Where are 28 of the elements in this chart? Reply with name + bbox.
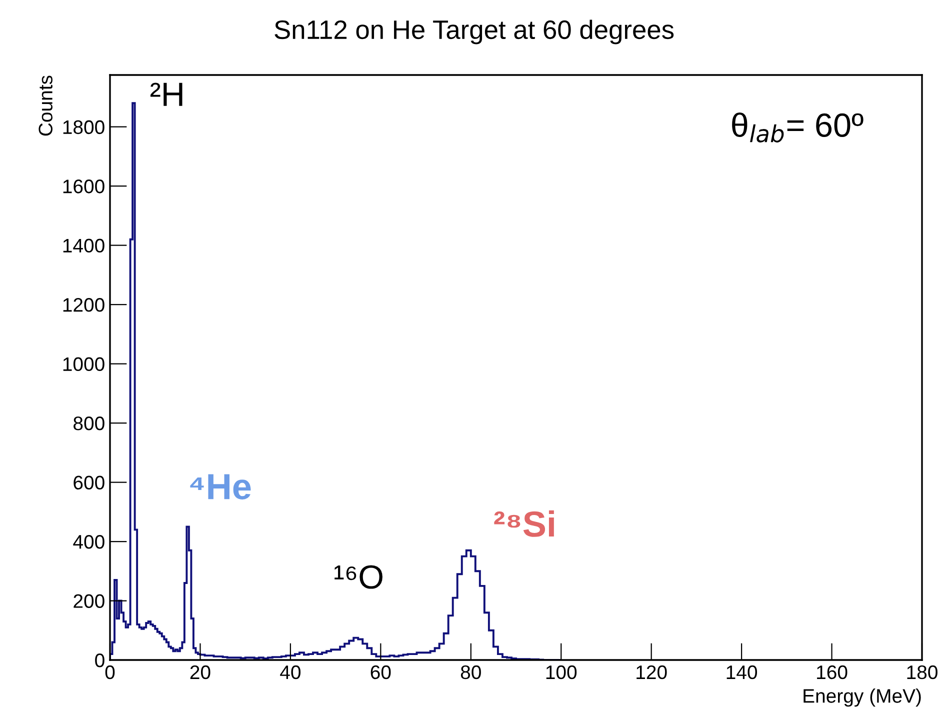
x-tick-label: 60: [370, 665, 391, 680]
annotation: θ$_{lab}$= 60º: [732, 112, 864, 142]
x-tick-label: 160: [817, 665, 848, 680]
x-tick-label: 120: [636, 665, 667, 680]
annotation: ²H: [150, 82, 182, 106]
annotation: ²⁸Si: [494, 510, 554, 537]
annotation: ⁴He: [190, 474, 251, 500]
y-tick-label: 800: [74, 416, 104, 430]
y-tick-label: 400: [73, 534, 104, 549]
x-tick-label: 180: [907, 665, 938, 680]
y-tick-label: 0: [95, 653, 104, 668]
x-tick-label: 80: [460, 665, 481, 680]
y-axis-title: Counts: [38, 76, 52, 136]
y-tick-label: 1800: [63, 120, 104, 134]
y-tick-label: 200: [74, 594, 104, 608]
x-tick-label: 100: [546, 665, 577, 680]
x-tick-label: 20: [190, 665, 210, 680]
x-tick-label: 140: [726, 665, 758, 680]
annotation: ¹⁶O: [334, 565, 382, 589]
x-tick-label: 0: [105, 665, 115, 680]
y-tick-label: 600: [74, 476, 104, 490]
y-tick-label: 1000: [63, 357, 104, 372]
y-tick-label: 1600: [63, 180, 104, 194]
x-tick-label: 40: [280, 665, 300, 680]
chart-title: Sn112 on He Target at 60 degrees: [274, 20, 674, 44]
x-axis-title: Energy (MeV): [804, 688, 921, 707]
y-tick-label: 1400: [63, 238, 104, 253]
y-tick-label: 1200: [63, 298, 104, 312]
